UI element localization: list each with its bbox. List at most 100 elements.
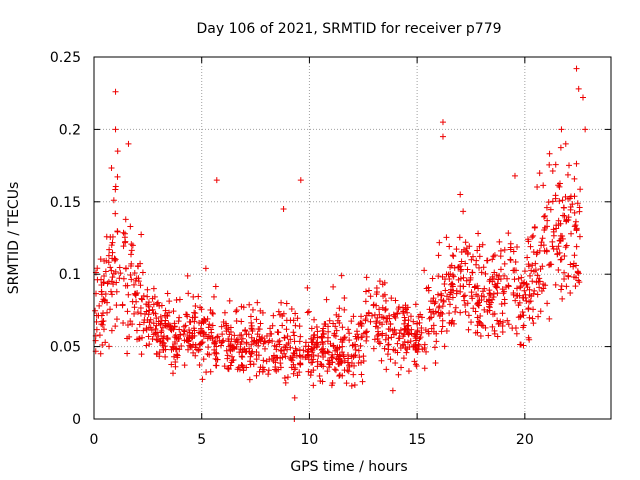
data-point xyxy=(305,356,312,363)
data-point xyxy=(430,310,437,317)
data-point xyxy=(135,263,142,270)
data-point xyxy=(181,362,188,369)
data-point xyxy=(273,367,280,374)
data-point xyxy=(103,233,110,240)
data-point xyxy=(204,350,211,357)
data-point xyxy=(447,291,454,298)
data-point xyxy=(221,363,228,370)
data-point xyxy=(489,256,496,263)
data-point xyxy=(397,327,404,334)
data-point xyxy=(319,338,326,345)
data-point xyxy=(212,355,219,362)
data-point xyxy=(462,239,469,246)
data-point xyxy=(403,349,410,356)
data-point xyxy=(556,198,563,205)
data-point xyxy=(305,343,312,350)
data-point xyxy=(494,333,501,340)
data-point xyxy=(428,325,435,332)
y-tick-label: 0.25 xyxy=(50,50,81,66)
data-point xyxy=(535,313,542,320)
data-point xyxy=(472,283,479,290)
data-point xyxy=(357,342,364,349)
data-point xyxy=(291,394,298,401)
data-point xyxy=(140,292,147,299)
data-point xyxy=(187,343,194,350)
data-point xyxy=(261,338,268,345)
data-point xyxy=(323,296,330,303)
data-point xyxy=(522,291,529,298)
data-point xyxy=(435,309,442,316)
data-point xyxy=(446,310,453,317)
data-point xyxy=(499,322,506,329)
data-point xyxy=(170,344,177,351)
data-points xyxy=(92,65,589,422)
data-point xyxy=(425,330,432,337)
data-point xyxy=(521,268,528,275)
data-point xyxy=(134,309,141,316)
data-point xyxy=(457,268,464,275)
data-point xyxy=(512,297,519,304)
data-point xyxy=(480,322,487,329)
data-point xyxy=(357,320,364,327)
data-point xyxy=(468,319,475,326)
data-point xyxy=(297,361,304,368)
data-point xyxy=(106,343,113,350)
data-point xyxy=(529,234,536,241)
data-point xyxy=(255,326,262,333)
data-point xyxy=(365,287,372,294)
data-point xyxy=(248,341,255,348)
data-point xyxy=(296,346,303,353)
data-point xyxy=(242,328,249,335)
data-point xyxy=(362,298,369,305)
data-point xyxy=(400,341,407,348)
data-point xyxy=(575,85,582,92)
data-point xyxy=(453,287,460,294)
data-point xyxy=(101,257,108,264)
data-point xyxy=(529,262,536,269)
data-point xyxy=(344,367,351,374)
data-point xyxy=(509,325,516,332)
data-point xyxy=(296,338,303,345)
data-point xyxy=(547,261,554,268)
data-point xyxy=(162,353,169,360)
data-point xyxy=(452,308,459,315)
data-point xyxy=(206,321,213,328)
data-point xyxy=(105,259,112,266)
data-point xyxy=(280,206,287,213)
data-point xyxy=(320,331,327,338)
data-point xyxy=(367,318,374,325)
data-point xyxy=(310,382,317,389)
data-point xyxy=(181,337,188,344)
data-point xyxy=(393,330,400,337)
data-point xyxy=(430,308,437,315)
data-point xyxy=(128,251,135,258)
data-point xyxy=(407,313,414,320)
data-point xyxy=(122,216,129,223)
data-point xyxy=(387,356,394,363)
data-point xyxy=(524,236,531,243)
data-point xyxy=(460,283,467,290)
data-point xyxy=(287,317,294,324)
data-point xyxy=(462,302,469,309)
data-point xyxy=(461,292,468,299)
data-point xyxy=(213,350,220,357)
data-point xyxy=(555,267,562,274)
data-point xyxy=(341,306,348,313)
data-point xyxy=(450,320,457,327)
data-point xyxy=(109,291,116,298)
data-point xyxy=(112,256,119,263)
data-point xyxy=(255,352,262,359)
data-point xyxy=(378,357,385,364)
data-point xyxy=(96,302,103,309)
data-point xyxy=(282,353,289,360)
data-point xyxy=(191,318,198,325)
data-point xyxy=(195,329,202,336)
data-point xyxy=(292,322,299,329)
data-point xyxy=(529,278,536,285)
data-point xyxy=(276,341,283,348)
data-point xyxy=(427,298,434,305)
data-point xyxy=(418,325,425,332)
data-point xyxy=(573,160,580,167)
data-point xyxy=(531,224,538,231)
data-point xyxy=(109,274,116,281)
